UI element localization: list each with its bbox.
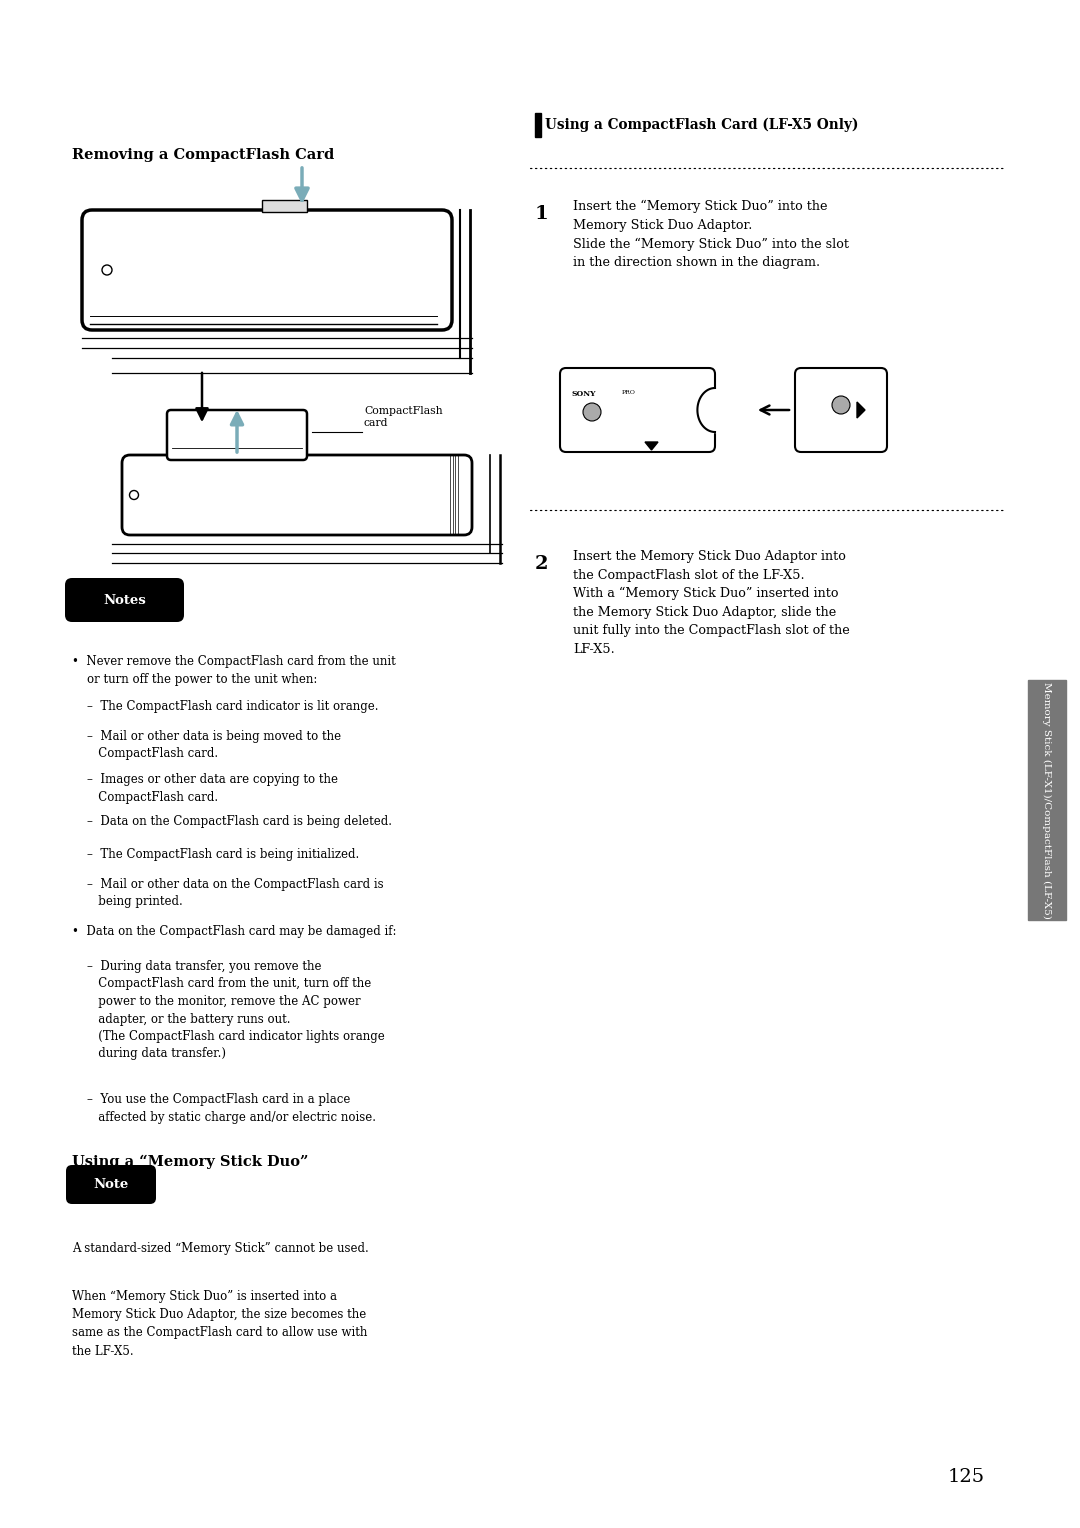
Text: –  Data on the CompactFlash card is being deleted.: – Data on the CompactFlash card is being… — [72, 814, 392, 828]
Text: Note: Note — [93, 1178, 129, 1190]
Text: –  During data transfer, you remove the
       CompactFlash card from the unit, : – During data transfer, you remove the C… — [72, 960, 384, 1060]
Text: –  Mail or other data on the CompactFlash card is
       being printed.: – Mail or other data on the CompactFlash… — [72, 879, 383, 909]
Polygon shape — [645, 442, 658, 451]
Bar — [535, 113, 540, 136]
Circle shape — [583, 403, 600, 422]
Bar — [262, 200, 307, 212]
Text: Notes: Notes — [103, 593, 146, 607]
Text: •  Data on the CompactFlash card may be damaged if:: • Data on the CompactFlash card may be d… — [72, 924, 396, 938]
Polygon shape — [858, 402, 865, 419]
Text: –  Images or other data are copying to the
       CompactFlash card.: – Images or other data are copying to th… — [72, 773, 338, 804]
FancyBboxPatch shape — [65, 578, 184, 622]
Text: CompactFlash
card: CompactFlash card — [364, 405, 443, 428]
FancyBboxPatch shape — [167, 410, 307, 460]
Text: 2: 2 — [535, 555, 549, 573]
FancyBboxPatch shape — [795, 368, 887, 452]
Text: 1: 1 — [535, 205, 549, 223]
Circle shape — [832, 396, 850, 414]
Text: Removing a CompactFlash Card: Removing a CompactFlash Card — [72, 148, 334, 162]
Text: A standard-sized “Memory Stick” cannot be used.: A standard-sized “Memory Stick” cannot b… — [72, 1242, 368, 1254]
Text: –  Mail or other data is being moved to the
       CompactFlash card.: – Mail or other data is being moved to t… — [72, 730, 341, 761]
Text: When “Memory Stick Duo” is inserted into a
Memory Stick Duo Adaptor, the size be: When “Memory Stick Duo” is inserted into… — [72, 1290, 367, 1357]
Text: Using a “Memory Stick Duo”: Using a “Memory Stick Duo” — [72, 1155, 309, 1169]
Text: PRO: PRO — [622, 390, 636, 396]
Text: Memory Stick (LF-X1)/CompactFlash (LF-X5): Memory Stick (LF-X1)/CompactFlash (LF-X5… — [1042, 681, 1052, 918]
Bar — [1028, 680, 1066, 920]
FancyBboxPatch shape — [66, 1164, 156, 1204]
FancyBboxPatch shape — [122, 455, 472, 535]
Text: –  The CompactFlash card indicator is lit orange.: – The CompactFlash card indicator is lit… — [72, 700, 378, 714]
Text: 125: 125 — [948, 1468, 985, 1487]
FancyBboxPatch shape — [561, 368, 715, 452]
Text: Using a CompactFlash Card (LF-X5 Only): Using a CompactFlash Card (LF-X5 Only) — [545, 118, 859, 133]
Text: Insert the “Memory Stick Duo” into the
Memory Stick Duo Adaptor.
Slide the “Memo: Insert the “Memory Stick Duo” into the M… — [573, 200, 849, 269]
Text: •  Never remove the CompactFlash card from the unit
    or turn off the power to: • Never remove the CompactFlash card fro… — [72, 656, 395, 686]
FancyBboxPatch shape — [82, 209, 453, 330]
Text: SONY: SONY — [572, 390, 596, 397]
Text: –  You use the CompactFlash card in a place
       affected by static charge and: – You use the CompactFlash card in a pla… — [72, 1093, 376, 1123]
Text: Insert the Memory Stick Duo Adaptor into
the CompactFlash slot of the LF-X5.
Wit: Insert the Memory Stick Duo Adaptor into… — [573, 550, 850, 656]
Text: –  The CompactFlash card is being initialized.: – The CompactFlash card is being initial… — [72, 848, 360, 860]
